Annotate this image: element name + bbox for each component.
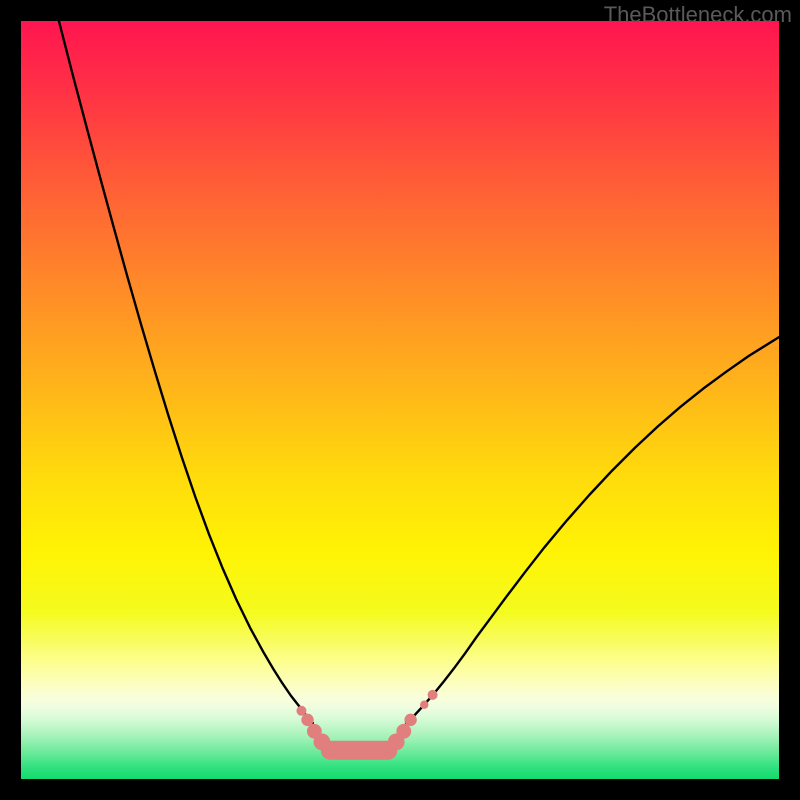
marker-dot [420, 701, 428, 709]
watermark-text: TheBottleneck.com [604, 2, 792, 28]
marker-dot [396, 724, 411, 739]
marker-dot [404, 714, 416, 726]
plot-area [21, 21, 779, 779]
chart-svg [21, 21, 779, 779]
marker-dot [428, 690, 438, 700]
gradient-background [21, 21, 779, 779]
chart-frame: TheBottleneck.com [0, 0, 800, 800]
marker-dot [301, 714, 313, 726]
